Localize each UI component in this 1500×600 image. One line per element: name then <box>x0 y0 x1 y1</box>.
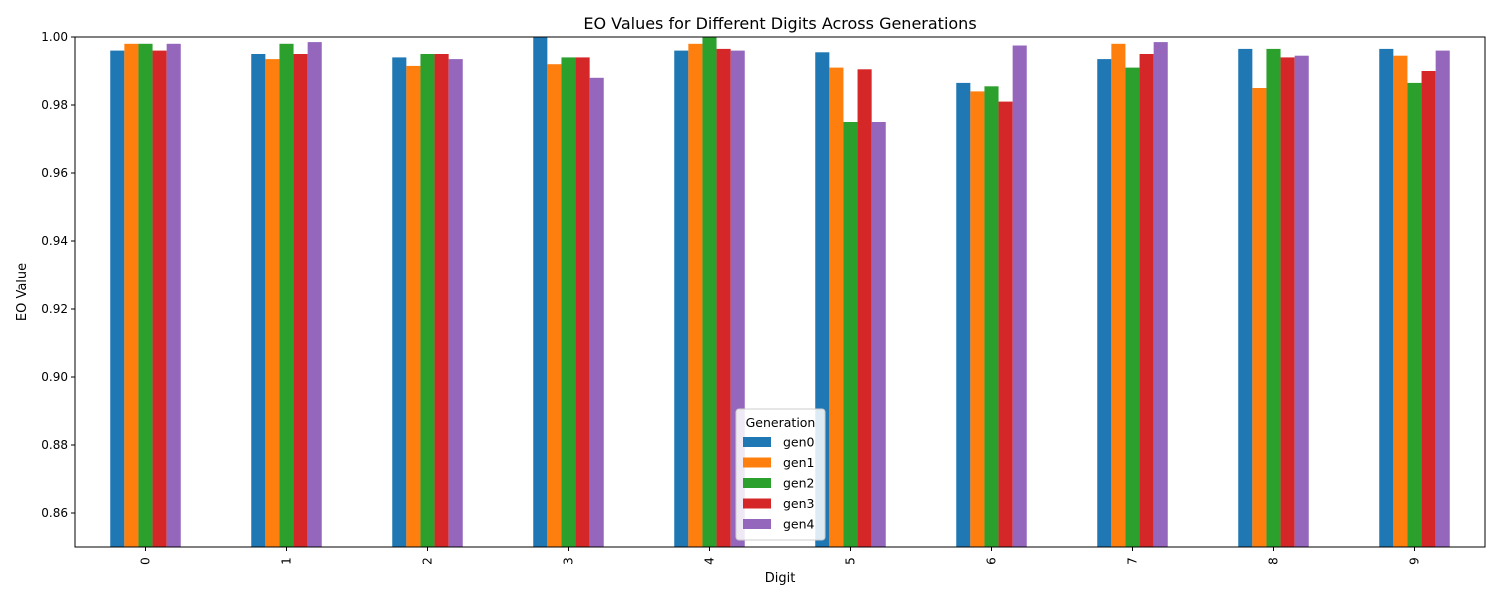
legend-label-gen3: gen3 <box>783 496 815 511</box>
bar-gen0-3 <box>533 37 548 547</box>
bar-gen4-6 <box>1012 45 1027 547</box>
legend-swatch-gen1 <box>743 457 771 468</box>
bar-gen4-5 <box>871 122 886 547</box>
bar-gen0-2 <box>392 57 407 548</box>
bar-gen3-5 <box>857 69 872 548</box>
bar-gen3-1 <box>293 54 308 547</box>
y-tick-label: 1.00 <box>41 30 68 44</box>
bar-gen0-9 <box>1379 48 1394 548</box>
bar-gen3-8 <box>1280 57 1295 548</box>
bar-gen1-2 <box>406 65 421 548</box>
legend-swatch-gen4 <box>743 519 771 529</box>
bar-gen2-4 <box>702 37 717 547</box>
bar-gen4-2 <box>448 59 463 547</box>
y-tick-label: 0.86 <box>41 506 68 520</box>
x-axis-label: Digit <box>765 571 796 586</box>
x-tick-label: 6 <box>985 557 999 565</box>
bar-gen4-9 <box>1435 50 1450 547</box>
bar-gen0-7 <box>1097 59 1112 547</box>
bar-gen1-1 <box>265 59 280 547</box>
x-tick-label: 5 <box>844 557 858 565</box>
bar-gen1-5 <box>829 67 844 547</box>
x-tick-label: 9 <box>1408 557 1422 565</box>
legend-items: gen0 gen1 gen2 gen3 gen4 <box>743 435 815 532</box>
y-tick-label: 0.96 <box>41 166 68 180</box>
bar-gen2-0 <box>138 43 153 548</box>
y-tick-label: 0.88 <box>41 438 68 452</box>
x-tick-label: 3 <box>562 557 576 565</box>
bar-gen3-0 <box>152 50 167 547</box>
bar-gen1-8 <box>1252 88 1267 547</box>
bar-gen0-4 <box>674 50 689 547</box>
x-tick-label: 0 <box>139 557 153 565</box>
bar-gen2-7 <box>1125 67 1140 547</box>
y-tick-label: 0.98 <box>41 98 68 112</box>
chart-title: EO Values for Different Digits Across Ge… <box>583 14 976 33</box>
bar-gen2-9 <box>1407 82 1422 548</box>
x-tick-label: 4 <box>703 557 717 565</box>
bar-gen0-8 <box>1238 48 1253 548</box>
bar-gen0-1 <box>251 54 266 547</box>
x-tick-label: 2 <box>421 557 435 565</box>
bar-gen0-6 <box>956 82 971 548</box>
legend-label-gen4: gen4 <box>783 517 815 532</box>
bar-gen0-0 <box>110 50 125 547</box>
plot-frame <box>74 36 1486 548</box>
y-tick-label: 0.90 <box>41 370 68 384</box>
y-axis-label: EO Value <box>15 263 30 321</box>
bar-gen1-7 <box>1111 43 1126 548</box>
bar-gen2-2 <box>420 54 435 547</box>
legend-swatch-gen0 <box>743 437 771 447</box>
bars-layer <box>110 37 1450 548</box>
bar-gen2-3 <box>561 57 576 548</box>
bar-gen4-7 <box>1153 42 1168 547</box>
legend-swatch-gen2 <box>743 478 771 488</box>
bar-gen3-2 <box>434 54 449 547</box>
legend-swatch-gen3 <box>743 498 771 509</box>
bar-gen1-6 <box>970 91 985 548</box>
bar-gen3-7 <box>1139 54 1154 547</box>
legend-label-gen2: gen2 <box>783 476 815 491</box>
y-tick-label: 0.92 <box>41 302 68 316</box>
x-tick-label: 7 <box>1126 557 1140 565</box>
bar-gen3-9 <box>1421 71 1436 547</box>
bar-gen1-9 <box>1393 55 1408 547</box>
legend-label-gen1: gen1 <box>783 455 815 470</box>
bar-gen2-6 <box>984 86 999 548</box>
x-tick-label: 8 <box>1267 557 1281 565</box>
y-axis: 0.86 0.88 0.90 0.92 0.94 0.96 0.98 1.00 <box>41 30 75 520</box>
bar-gen3-4 <box>716 48 731 548</box>
bar-gen1-4 <box>688 43 703 548</box>
bar-gen2-5 <box>843 122 858 547</box>
bar-gen3-6 <box>998 101 1013 547</box>
bar-gen1-0 <box>124 43 139 548</box>
y-tick-label: 0.94 <box>41 234 68 248</box>
x-tick-label: 1 <box>280 557 294 565</box>
legend: Generation gen0 gen1 gen2 gen3 gen4 <box>735 408 826 541</box>
legend-title: Generation <box>746 415 816 430</box>
bar-gen4-8 <box>1294 55 1309 547</box>
bar-gen2-1 <box>279 43 294 548</box>
x-axis: 0 1 2 3 4 5 6 7 8 9 <box>139 547 1422 565</box>
bar-gen2-8 <box>1266 48 1281 548</box>
bar-gen4-1 <box>307 42 322 547</box>
bar-gen3-3 <box>575 57 590 548</box>
bar-gen1-3 <box>547 64 562 547</box>
bar-gen4-0 <box>166 43 181 548</box>
legend-label-gen0: gen0 <box>783 435 815 450</box>
bar-gen4-3 <box>589 77 604 548</box>
